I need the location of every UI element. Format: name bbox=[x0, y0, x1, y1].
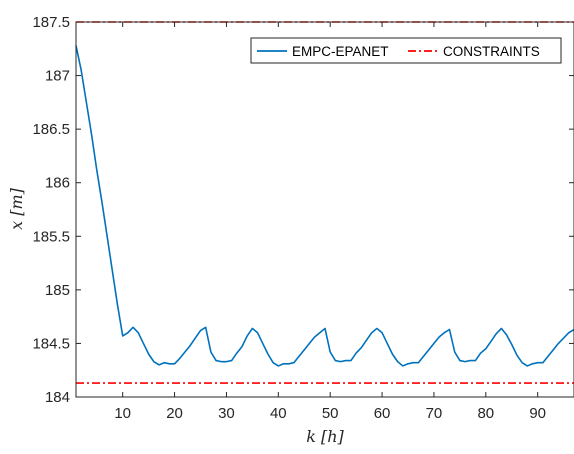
ticks-layer: 10 20 30 40 50 60 70 80 90 184 184.5 185 185.5 186 186… bbox=[32, 14, 574, 422]
x-tick-label: 70 bbox=[426, 405, 443, 422]
x-tick-label: 50 bbox=[322, 405, 339, 422]
x-axis-label: k [h] bbox=[306, 427, 344, 446]
x-tick-label: 80 bbox=[477, 405, 494, 422]
y-tick-label: 185.5 bbox=[32, 228, 70, 245]
x-tick-label: 30 bbox=[218, 405, 235, 422]
plot-frame bbox=[75, 21, 574, 398]
x-tick-label: 40 bbox=[270, 405, 287, 422]
x-tick-label: 10 bbox=[114, 405, 131, 422]
legend-label-constraints: CONSTRAINTS bbox=[443, 44, 540, 59]
y-axis-label: x [m] bbox=[7, 187, 26, 230]
y-tick-label: 186 bbox=[45, 175, 70, 192]
legend: EMPC-EPANET CONSTRAINTS bbox=[250, 37, 562, 64]
x-tick-label: 60 bbox=[374, 405, 391, 422]
y-tick-label: 184 bbox=[45, 389, 70, 406]
legend-label-empc-epanet: EMPC-EPANET bbox=[292, 44, 389, 59]
y-tick-label: 185 bbox=[45, 282, 70, 299]
axes-layer bbox=[75, 21, 574, 398]
x-tick-label: 20 bbox=[166, 405, 183, 422]
y-tick-label: 187 bbox=[45, 68, 70, 85]
series-line-empc-epanet bbox=[75, 45, 574, 367]
legend-box bbox=[250, 37, 562, 64]
plot-area bbox=[76, 22, 574, 397]
y-tick-label: 186.5 bbox=[32, 121, 70, 138]
y-tick-label: 184.5 bbox=[32, 335, 70, 352]
y-tick-label: 187.5 bbox=[32, 14, 70, 31]
x-tick-label: 90 bbox=[529, 405, 546, 422]
